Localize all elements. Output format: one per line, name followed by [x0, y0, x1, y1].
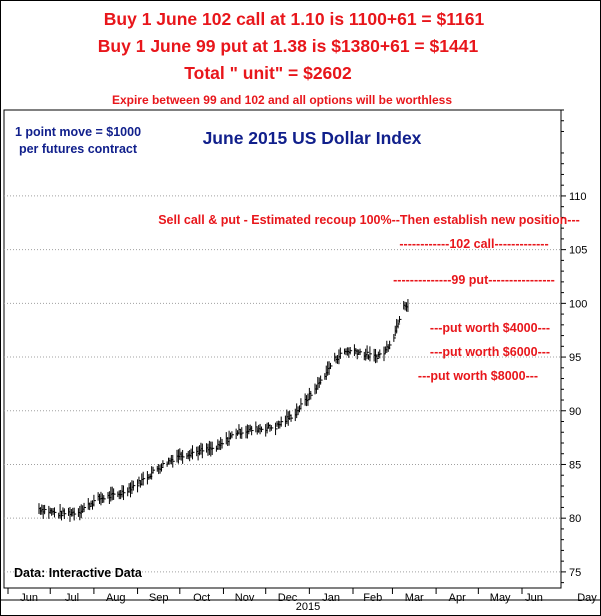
put-worth-8000: ---put worth $8000---: [418, 369, 538, 383]
x-tick-label: Sep: [149, 592, 169, 604]
put-strike-label: --------------99 put----------------: [393, 273, 555, 287]
x-tick-label: Aug: [106, 592, 126, 604]
y-tick-label: 105: [569, 245, 587, 257]
contract-note-line-2: per futures contract: [19, 142, 138, 156]
x-tick-label: Dec: [278, 592, 298, 604]
x-tick-label: Jan: [322, 592, 340, 604]
price-bars: [38, 299, 409, 522]
plot-area: [3, 109, 562, 589]
x-tick-label: Day: [577, 592, 597, 604]
y-tick-label: 95: [569, 352, 581, 364]
y-tick-label: 90: [569, 406, 581, 418]
headline-line-3: Total " unit" = $2602: [184, 63, 352, 83]
x-axis-year: 2015: [296, 601, 320, 613]
x-tick-label: Oct: [193, 592, 210, 604]
y-tick-label: 110: [569, 191, 587, 203]
x-tick-label: Apr: [449, 592, 466, 604]
put-worth-4000: ---put worth $4000---: [430, 321, 550, 335]
x-tick-label: Jul: [65, 592, 79, 604]
put-worth-6000: ---put worth $6000---: [430, 345, 550, 359]
chart-title: June 2015 US Dollar Index: [203, 128, 422, 148]
y-axis: 75 80 85 90 95 100 105 110: [561, 109, 587, 584]
headline-line-2: Buy 1 June 99 put at 1.38 is $1380+61 = …: [98, 36, 479, 56]
contract-note-line-1: 1 point move = $1000: [15, 125, 141, 139]
x-tick-label: Mar: [405, 592, 424, 604]
x-tick-label: Jun: [20, 592, 38, 604]
x-tick-label: Jun: [525, 592, 543, 604]
x-tick-label: May: [490, 592, 511, 604]
sell-annotation: Sell call & put - Estimated recoup 100%-…: [158, 213, 580, 227]
y-tick-label: 75: [569, 567, 581, 579]
y-tick-label: 80: [569, 513, 581, 525]
headline-line-4: Expire between 99 and 102 and all option…: [112, 93, 452, 107]
headline-line-1: Buy 1 June 102 call at 1.10 is 1100+61 =…: [104, 9, 485, 29]
x-tick-label: Feb: [363, 592, 382, 604]
x-axis: Jun Jul Aug Sep Oct Nov Dec Jan Feb Mar Apr May Jun D…: [0, 588, 601, 604]
data-source: Data: Interactive Data: [14, 566, 143, 580]
call-strike-label: ------------102 call-------------: [399, 237, 548, 251]
y-tick-label: 85: [569, 459, 581, 471]
y-tick-label: 100: [569, 298, 587, 310]
x-tick-label: Nov: [235, 592, 255, 604]
